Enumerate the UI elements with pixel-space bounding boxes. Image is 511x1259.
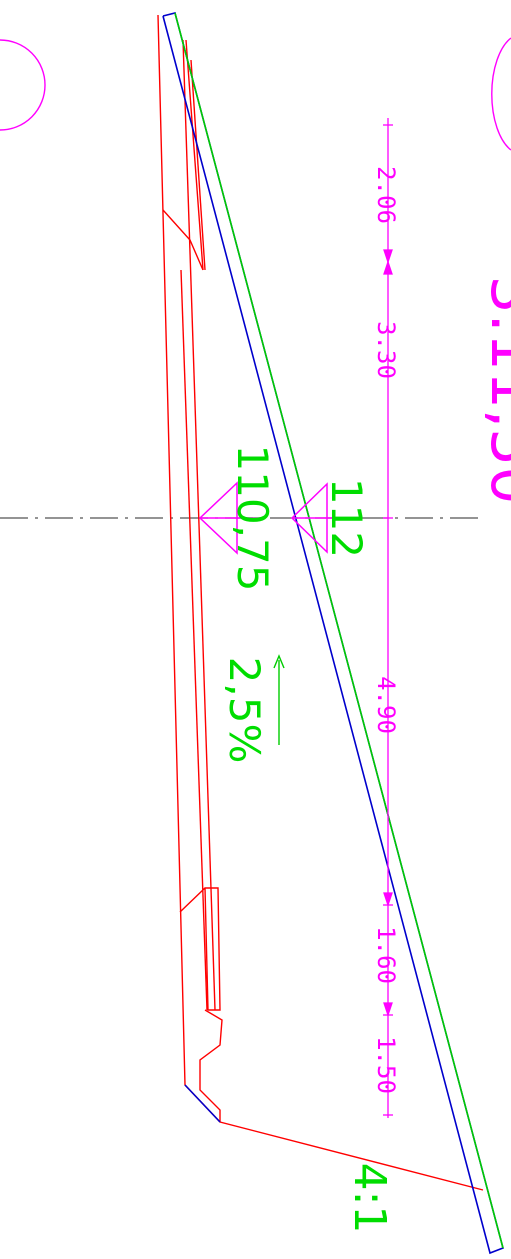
slope-label: 2,5%	[220, 657, 269, 764]
elevation-label-left: 110,75	[228, 445, 277, 592]
dimension-label-1: 2.06	[372, 166, 400, 224]
existing-ground-line	[162, 12, 504, 1255]
station-circle-right	[491, 37, 511, 151]
dimension-chain	[383, 118, 393, 1118]
elevation-marker-right	[290, 482, 350, 554]
design-surface-line	[174, 12, 504, 1249]
slope-arrow	[273, 654, 285, 745]
elevation-marker-left	[198, 481, 262, 555]
partial-station-label: 3.11,50	[477, 275, 511, 504]
elevation-label-right: 112	[322, 478, 371, 558]
pavement-structure	[157, 14, 484, 1191]
station-circle-left	[0, 39, 46, 131]
dimension-label-3: 4.90	[372, 676, 400, 734]
dimension-label-4: 1.60	[372, 926, 400, 984]
dimension-label-5: 1.50	[372, 1036, 400, 1094]
dimension-label-2: 3.30	[372, 321, 400, 379]
side-slope-label: 4:1	[344, 1163, 395, 1234]
